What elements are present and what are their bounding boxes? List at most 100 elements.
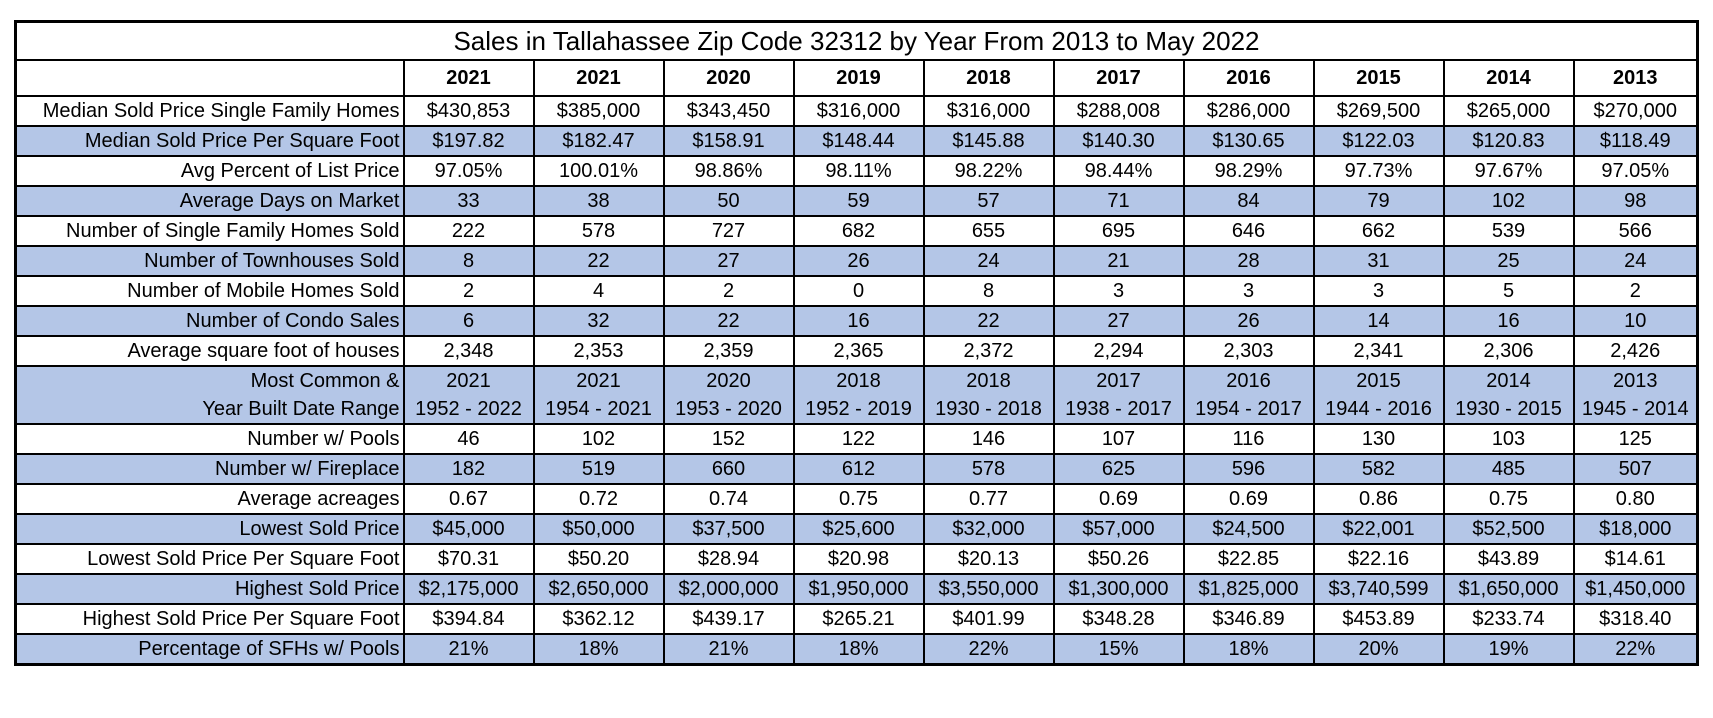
table-cell: $439.17 bbox=[662, 603, 795, 635]
table-cell: 15% bbox=[1052, 633, 1185, 666]
row-label: Average Days on Market bbox=[14, 185, 405, 217]
table-row: Percentage of SFHs w/ Pools 21% 18% 21% 18% 2… bbox=[14, 633, 1699, 666]
cell-line: 2016 bbox=[1226, 370, 1271, 392]
year-header-cell: 2014 bbox=[1442, 59, 1575, 97]
table-cell: $3,550,000 bbox=[922, 573, 1055, 605]
cell-line: 1952 - 2019 bbox=[805, 398, 912, 420]
table-row: Number w/ Pools 46 102 152 122 146 107 116 130 10… bbox=[14, 423, 1699, 455]
table-row: Number of Condo Sales 6 32 22 16 22 27 26 14 16 10 bbox=[14, 305, 1699, 337]
table-cell: 20% bbox=[1312, 633, 1445, 666]
table-cell: $265,000 bbox=[1442, 95, 1575, 127]
table-cell: 182 bbox=[402, 453, 535, 485]
row-label: Number of Single Family Homes Sold bbox=[14, 215, 405, 247]
table-cell: $70.31 bbox=[402, 543, 535, 575]
table-cell: $401.99 bbox=[922, 603, 1055, 635]
table-cell: $140.30 bbox=[1052, 125, 1185, 157]
table-cell: 22 bbox=[922, 305, 1055, 337]
table-cell: $24,500 bbox=[1182, 513, 1315, 545]
table-cell: 2014 1930 - 2015 bbox=[1442, 365, 1575, 425]
cell-line: 1945 - 2014 bbox=[1581, 398, 1689, 420]
table-cell: 566 bbox=[1572, 215, 1699, 247]
table-cell: 130 bbox=[1312, 423, 1445, 455]
table-cell: $1,650,000 bbox=[1442, 573, 1575, 605]
table-cell: 0.74 bbox=[662, 483, 795, 515]
cell-line: 2018 bbox=[966, 370, 1011, 392]
table-cell: 103 bbox=[1442, 423, 1575, 455]
row-label: Number of Mobile Homes Sold bbox=[14, 275, 405, 307]
table-cell: 519 bbox=[532, 453, 665, 485]
table-cell: $45,000 bbox=[402, 513, 535, 545]
table-cell: $148.44 bbox=[792, 125, 925, 157]
table-cell: 222 bbox=[402, 215, 535, 247]
table-cell: 31 bbox=[1312, 245, 1445, 277]
table-cell: $22.16 bbox=[1312, 543, 1445, 575]
table-cell: $316,000 bbox=[792, 95, 925, 127]
row-label: Avg Percent of List Price bbox=[14, 155, 405, 187]
table-cell: 97.05% bbox=[1572, 155, 1699, 187]
table-cell: 21 bbox=[1052, 245, 1185, 277]
table-cell: $25,600 bbox=[792, 513, 925, 545]
table-cell: $20.13 bbox=[922, 543, 1055, 575]
table-cell: 26 bbox=[792, 245, 925, 277]
table-row: Number of Single Family Homes Sold 222 578… bbox=[14, 215, 1699, 247]
table-cell: 79 bbox=[1312, 185, 1445, 217]
table-cell: 24 bbox=[1572, 245, 1699, 277]
table-cell: $430,853 bbox=[402, 95, 535, 127]
table-cell: $1,300,000 bbox=[1052, 573, 1185, 605]
table-cell: 8 bbox=[922, 275, 1055, 307]
table-cell: $2,175,000 bbox=[402, 573, 535, 605]
table-cell: $343,450 bbox=[662, 95, 795, 127]
table-cell: 16 bbox=[792, 305, 925, 337]
table-row: Average acreages 0.67 0.72 0.74 0.75 0.77 0.69… bbox=[14, 483, 1699, 515]
table-cell: $120.83 bbox=[1442, 125, 1575, 157]
table-cell: 3 bbox=[1182, 275, 1315, 307]
year-header-cell: 2015 bbox=[1312, 59, 1445, 97]
cell-line: 1930 - 2015 bbox=[1455, 398, 1562, 420]
table-cell: $453.89 bbox=[1312, 603, 1445, 635]
year-header-cell: 2013 bbox=[1572, 59, 1699, 97]
table-cell: $50,000 bbox=[532, 513, 665, 545]
table-cell: 2,303 bbox=[1182, 335, 1315, 367]
table-row: Highest Sold Price Per Square Foot $394.8… bbox=[14, 603, 1699, 635]
table-cell: 14 bbox=[1312, 305, 1445, 337]
table-cell: 10 bbox=[1572, 305, 1699, 337]
table-cell: $20.98 bbox=[792, 543, 925, 575]
row-label: Number of Condo Sales bbox=[14, 305, 405, 337]
table-cell: 146 bbox=[922, 423, 1055, 455]
table-cell: 2 bbox=[662, 275, 795, 307]
row-label: Average square foot of houses bbox=[14, 335, 405, 367]
cell-line: 1952 - 2022 bbox=[415, 398, 522, 420]
table-cell: 22 bbox=[662, 305, 795, 337]
table-cell: 2,348 bbox=[402, 335, 535, 367]
table-cell: $122.03 bbox=[1312, 125, 1445, 157]
cell-line: 2020 bbox=[706, 370, 751, 392]
cell-line: 1938 - 2017 bbox=[1065, 398, 1172, 420]
table-cell: 98.22% bbox=[922, 155, 1055, 187]
table-cell: 122 bbox=[792, 423, 925, 455]
header-corner-cell bbox=[14, 59, 405, 97]
table-cell: 3 bbox=[1052, 275, 1185, 307]
table-cell: 0.75 bbox=[1442, 483, 1575, 515]
table-cell: $1,950,000 bbox=[792, 573, 925, 605]
year-header-cell: 2017 bbox=[1052, 59, 1185, 97]
table-cell: 98.11% bbox=[792, 155, 925, 187]
table-cell: $22,001 bbox=[1312, 513, 1445, 545]
table-cell: 0.75 bbox=[792, 483, 925, 515]
table-cell: 2,359 bbox=[662, 335, 795, 367]
table-cell: 25 bbox=[1442, 245, 1575, 277]
table-cell: 46 bbox=[402, 423, 535, 455]
title-row: Sales in Tallahassee Zip Code 32312 by Y… bbox=[14, 20, 1699, 61]
cell-line: 2014 bbox=[1486, 370, 1531, 392]
table-cell: 97.05% bbox=[402, 155, 535, 187]
table-cell: 727 bbox=[662, 215, 795, 247]
table-cell: 0.67 bbox=[402, 483, 535, 515]
table-cell: $197.82 bbox=[402, 125, 535, 157]
table-title: Sales in Tallahassee Zip Code 32312 by Y… bbox=[14, 20, 1699, 61]
table-cell: 578 bbox=[922, 453, 1055, 485]
table-cell: $50.20 bbox=[532, 543, 665, 575]
table-body: Sales in Tallahassee Zip Code 32312 by Y… bbox=[14, 20, 1699, 666]
table-row: Lowest Sold Price Per Square Foot $70.31 $… bbox=[14, 543, 1699, 575]
table-cell: $286,000 bbox=[1182, 95, 1315, 127]
table-cell: $2,000,000 bbox=[662, 573, 795, 605]
table-cell: 22% bbox=[922, 633, 1055, 666]
